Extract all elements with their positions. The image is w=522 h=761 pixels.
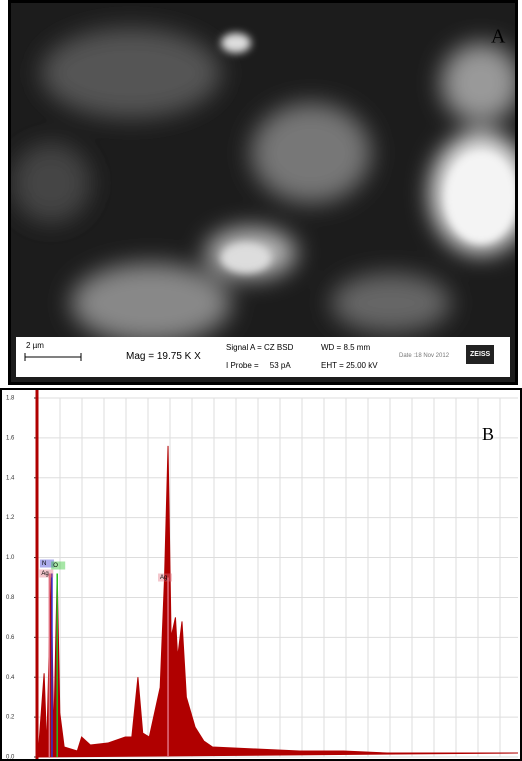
y-tick-label: 1.6 — [6, 435, 15, 441]
signal: Signal A = CZ BSD — [226, 343, 293, 352]
y-tick-label: 1.2 — [6, 515, 15, 521]
sem-panel: A 2 µm Mag = 19.75 K X Signal A = CZ BSD… — [8, 0, 518, 385]
sem-image: A — [11, 3, 515, 382]
scale-text: 2 µm — [26, 341, 44, 350]
y-tick-label: 1.4 — [6, 475, 15, 481]
y-tick-label: 0.6 — [6, 635, 15, 641]
date: Date :18 Nov 2012 — [399, 353, 449, 359]
mag: Mag = 19.75 K X — [126, 351, 201, 362]
y-tick-label: 1.0 — [6, 555, 15, 561]
panel-label: A — [491, 26, 506, 48]
figure: A 2 µm Mag = 19.75 K X Signal A = CZ BSD… — [0, 0, 522, 761]
y-tick-label: 0.4 — [6, 675, 15, 681]
info-bar: 2 µm Mag = 19.75 K X Signal A = CZ BSD I… — [16, 337, 510, 377]
plot-frame — [1, 389, 521, 760]
panel-label: B — [482, 424, 494, 444]
eht: EHT = 25.00 kV — [321, 361, 378, 370]
probe: I Probe = 53 pA — [226, 361, 291, 370]
peak-label: O — [53, 563, 58, 569]
y-tick-label: 1.8 — [6, 396, 15, 402]
y-tick-label: 0.2 — [6, 715, 15, 721]
wd: WD = 8.5 mm — [321, 343, 370, 352]
y-tick-label: 0.0 — [6, 755, 15, 761]
brand: ZEISS — [466, 345, 494, 364]
peak-label: Ag — [160, 575, 167, 581]
scale-bar — [24, 351, 84, 363]
spectrum-chart: 0.0 0.2 0.4 0.6 0.8 1.0 1.2 1.4 1.6 1.8 N O Ag Ag B — [0, 388, 522, 761]
peak-label: N — [42, 561, 46, 567]
y-tick-label: 0.8 — [6, 595, 15, 601]
peak-label: Ag — [41, 571, 48, 577]
